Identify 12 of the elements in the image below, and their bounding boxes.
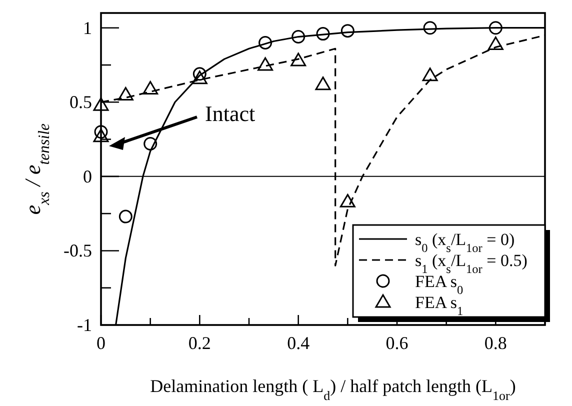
y-tick-label: 0 (83, 166, 92, 186)
x-tick-label: 0.2 (188, 333, 211, 353)
y-tick-label: -0.5 (64, 240, 92, 261)
x-tick-label: 0.8 (484, 333, 507, 353)
x-axis-title: Delamination length ( L$_{d}$) / half patch length (L$_{1or}$) (150, 376, 516, 402)
x-tick-label: 0 (96, 333, 106, 353)
x-tick-label: 0.6 (386, 333, 408, 353)
x-tick-label: 0.4 (287, 333, 310, 353)
annotation: Intact (205, 101, 256, 126)
y-tick-label: -1 (77, 315, 92, 335)
y-tick-label: 0.5 (70, 92, 92, 112)
y-tick-label: 1 (83, 18, 92, 38)
